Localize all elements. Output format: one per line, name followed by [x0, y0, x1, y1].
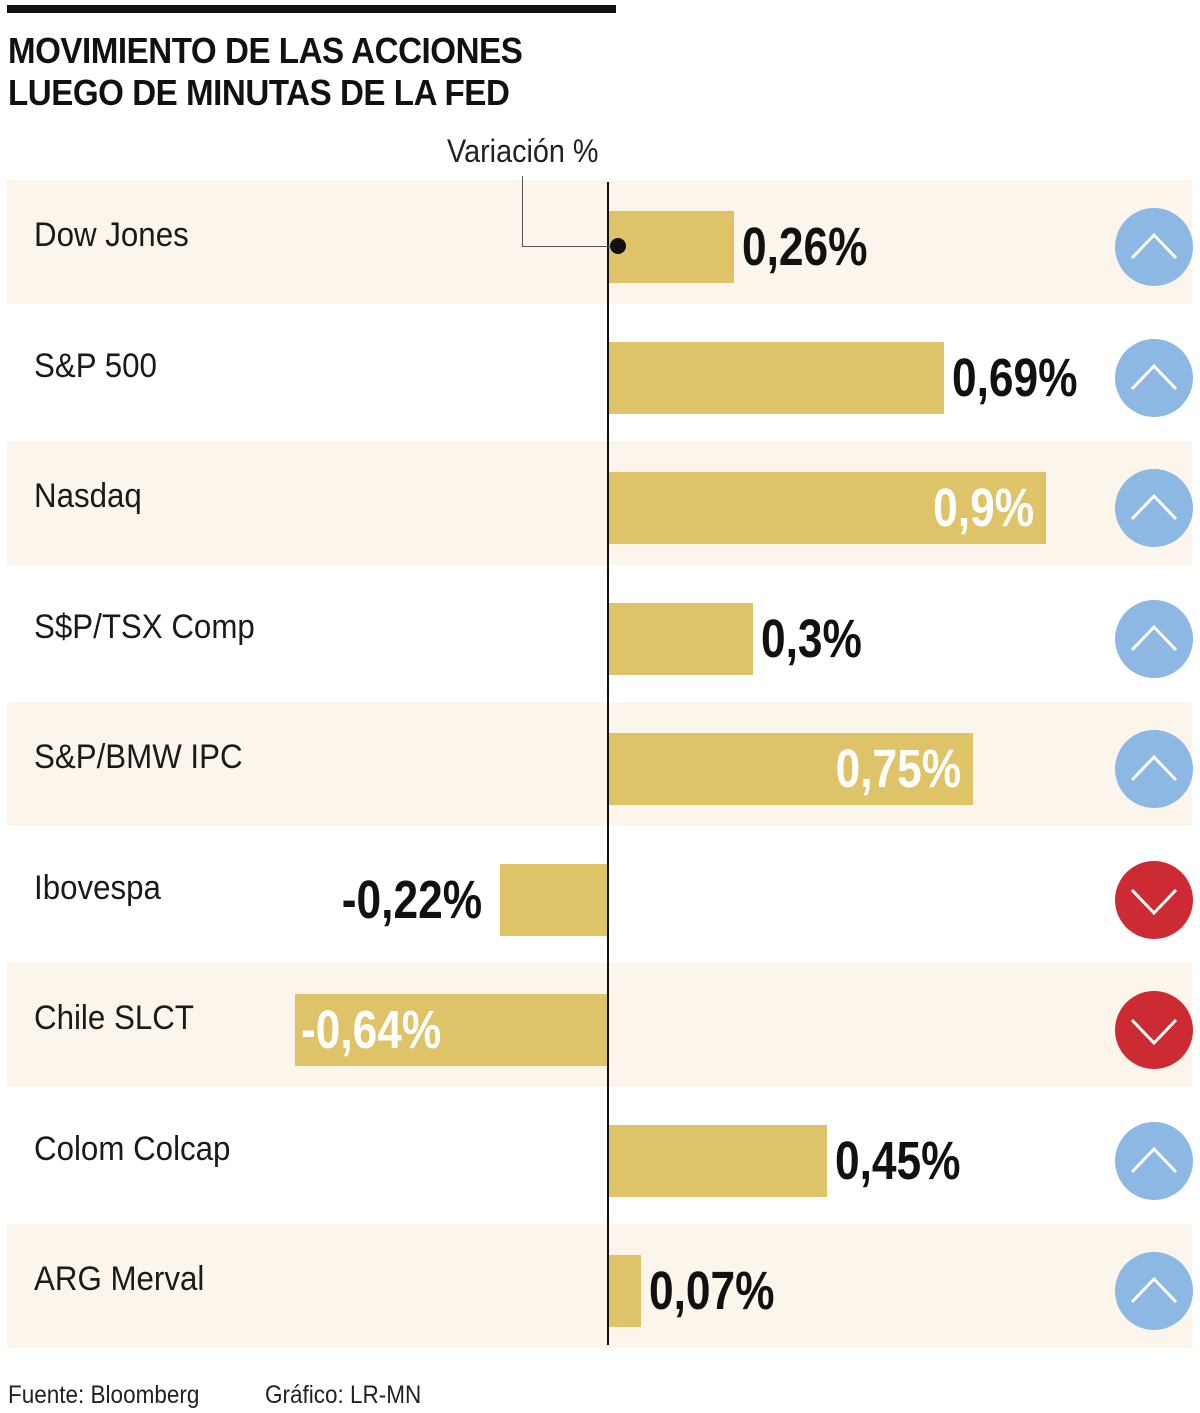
bar: [607, 733, 973, 805]
value-label: 0,45%: [834, 1131, 961, 1191]
zero-axis-line: [607, 182, 609, 1345]
top-rule: [7, 5, 616, 13]
bar: [294, 994, 607, 1066]
value-label: 0,26%: [741, 217, 868, 277]
category-label: Nasdaq: [34, 477, 142, 515]
category-label: Dow Jones: [34, 216, 189, 254]
bar: [607, 472, 1047, 544]
variation-label: Variación %: [447, 133, 599, 169]
category-label: S$P/TSX Comp: [34, 608, 255, 646]
chart-row: [7, 702, 1192, 826]
value-label: 0,3%: [761, 609, 863, 669]
category-label: ARG Merval: [34, 1260, 205, 1298]
credit-note: Gráfico: LR-MN: [265, 1381, 422, 1409]
source-note: Fuente: Bloomberg: [8, 1381, 200, 1409]
category-label: Colom Colcap: [34, 1130, 231, 1168]
down-arrow-icon: [1115, 991, 1193, 1069]
bar: [607, 1125, 827, 1197]
up-arrow-icon: [1115, 469, 1193, 547]
bar: [607, 603, 754, 675]
up-arrow-icon: [1115, 208, 1193, 286]
annotation-dot: [610, 238, 626, 254]
up-arrow-icon: [1115, 600, 1193, 678]
chart-row: [7, 1224, 1192, 1348]
value-label: 0,75%: [835, 739, 961, 799]
up-arrow-icon: [1115, 1252, 1193, 1330]
category-label: Ibovespa: [34, 869, 161, 907]
category-label: S&P/BMW IPC: [34, 738, 243, 776]
value-label: 0,07%: [649, 1261, 775, 1321]
value-label: -0,22%: [341, 870, 482, 930]
value-label: 0,9%: [933, 478, 1035, 538]
bar: [499, 864, 607, 936]
title-line-1: MOVIMIENTO DE LAS ACCIONES: [8, 30, 523, 71]
up-arrow-icon: [1115, 730, 1193, 808]
value-label: 0,69%: [951, 348, 1078, 408]
value-label: -0,64%: [300, 1000, 441, 1060]
chart-row: [7, 180, 1192, 304]
up-arrow-icon: [1115, 1122, 1193, 1200]
annotation-leader-line: [522, 176, 612, 247]
category-label: S&P 500: [34, 347, 157, 385]
up-arrow-icon: [1115, 339, 1193, 417]
bar: [607, 211, 734, 283]
title-line-2: LUEGO DE MINUTAS DE LA FED: [8, 72, 510, 113]
down-arrow-icon: [1115, 861, 1193, 939]
chart-title: MOVIMIENTO DE LAS ACCIONES LUEGO DE MINU…: [8, 30, 523, 114]
category-label: Chile SLCT: [34, 999, 194, 1037]
bar: [607, 1255, 642, 1327]
bar: [607, 342, 944, 414]
